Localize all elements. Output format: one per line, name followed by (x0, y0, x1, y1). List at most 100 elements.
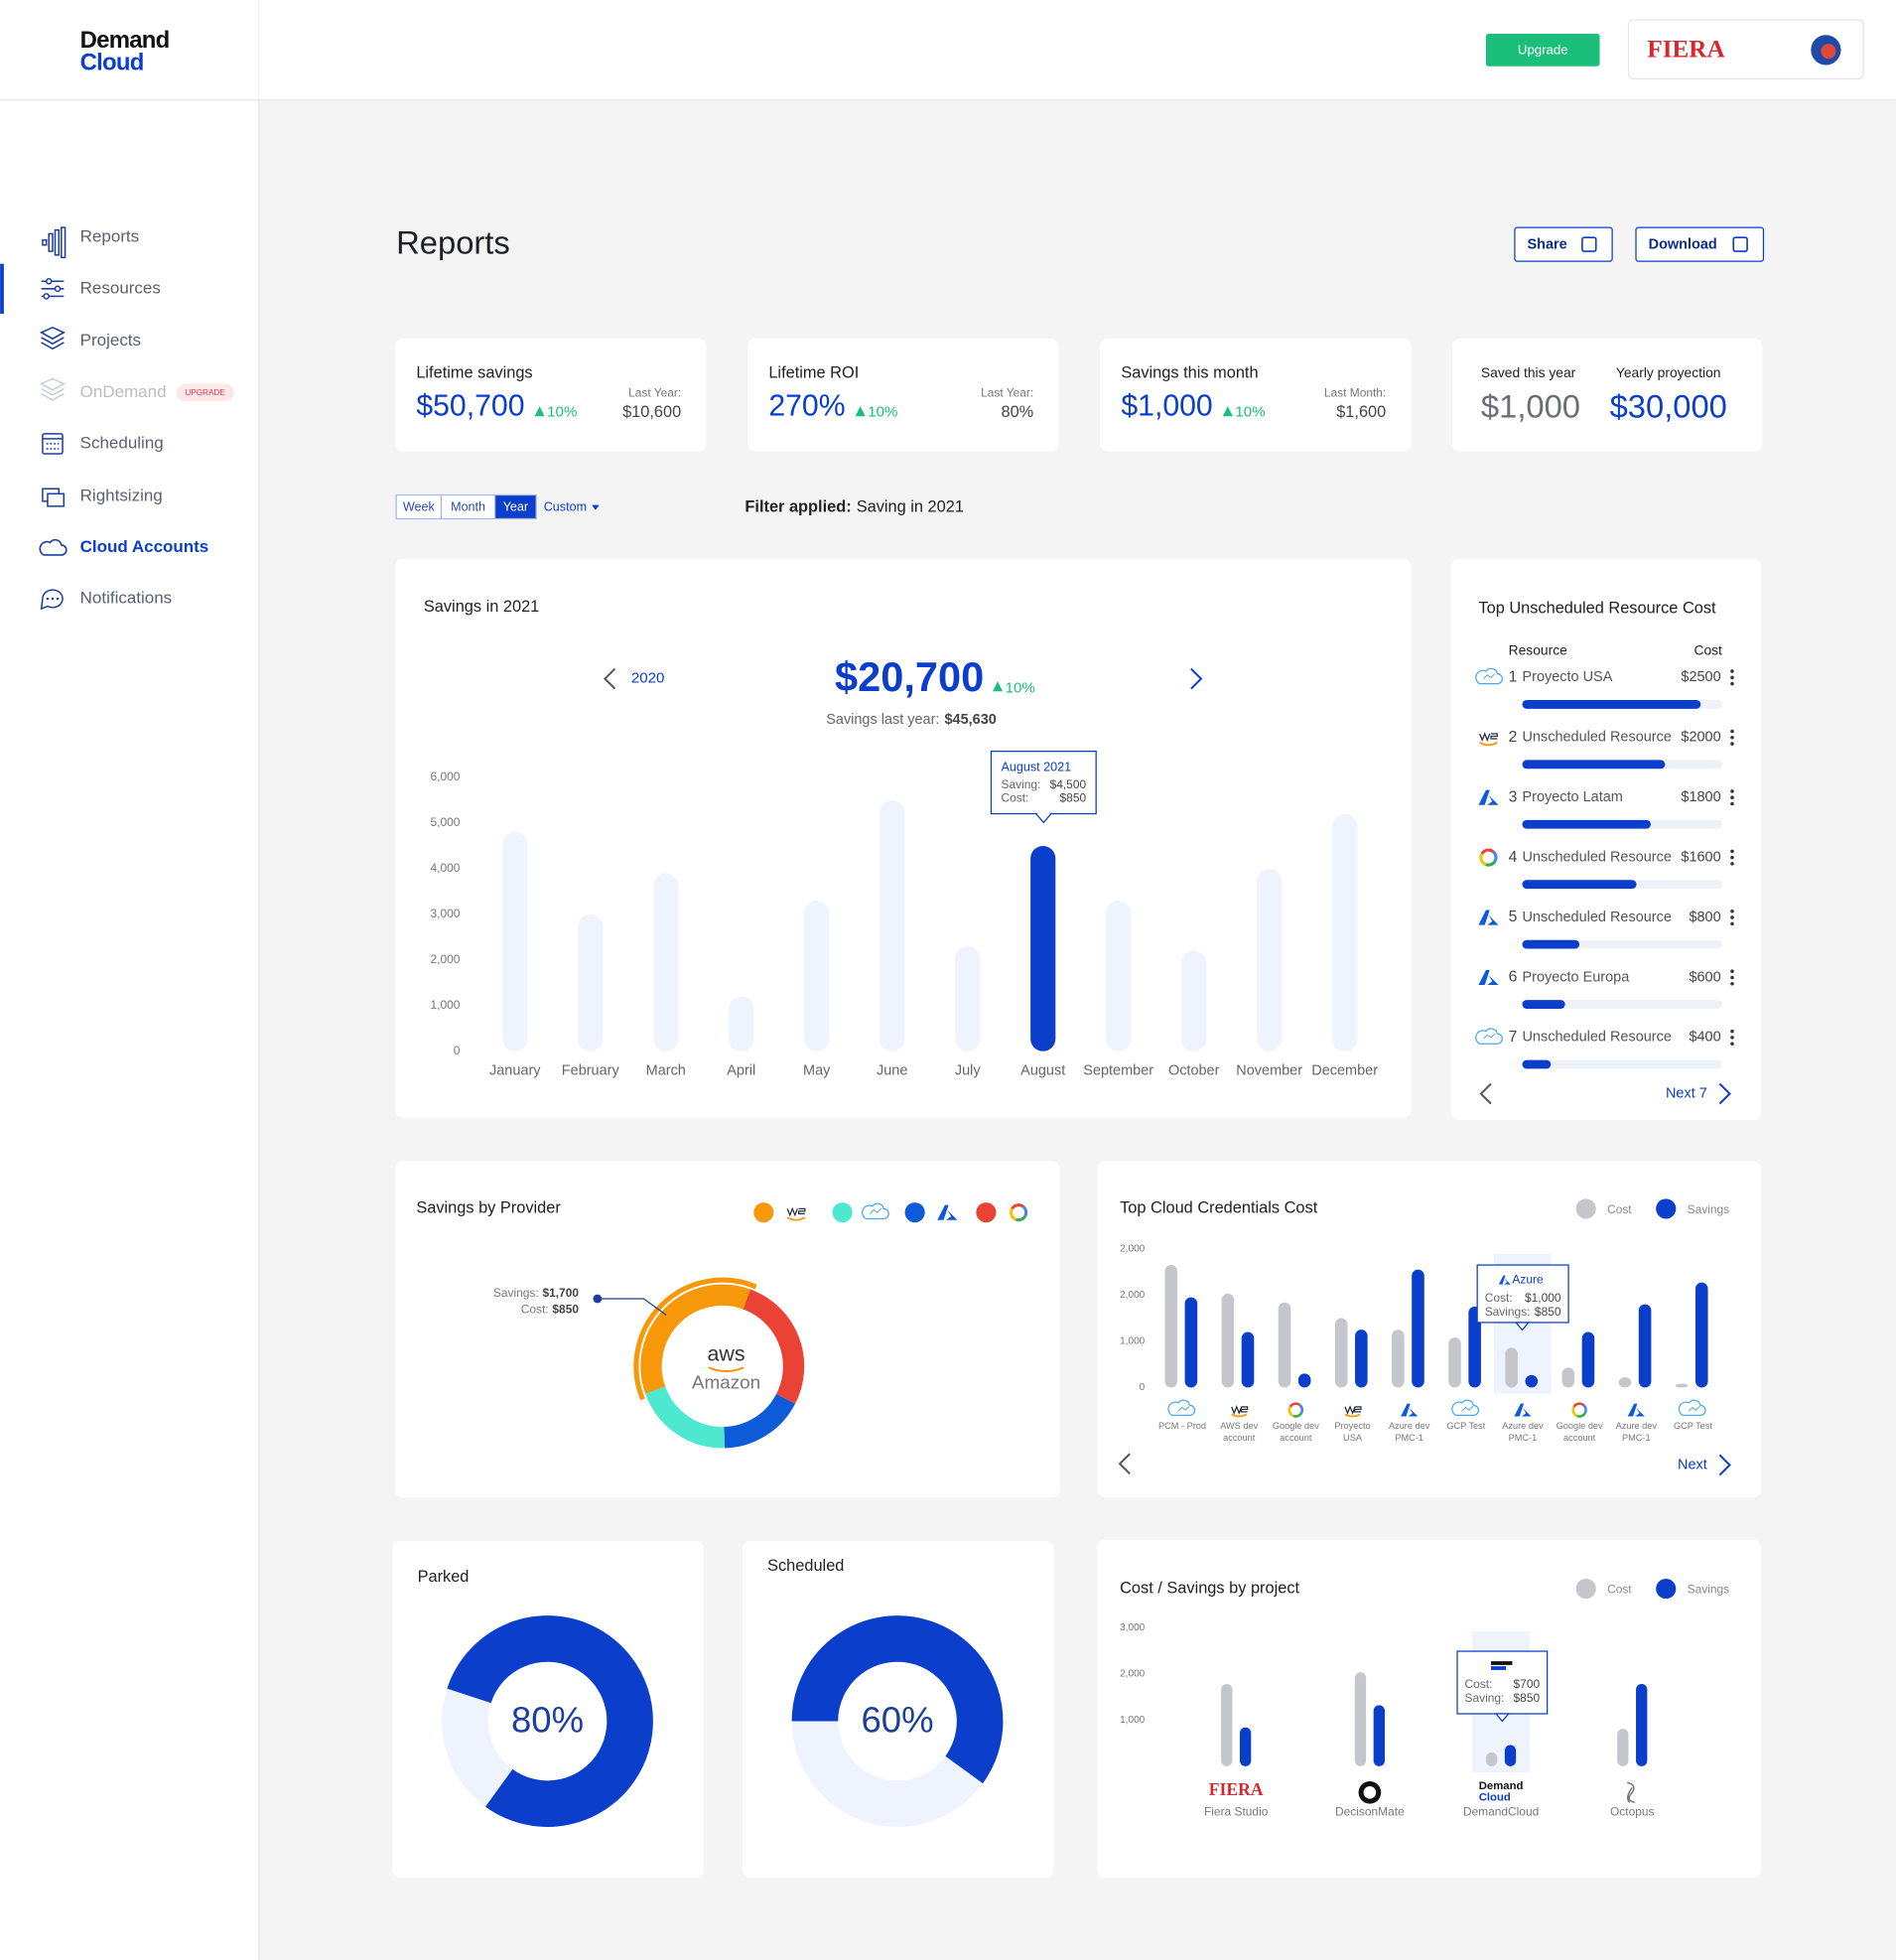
bar[interactable] (880, 800, 905, 1051)
bar[interactable] (1694, 1282, 1708, 1388)
menu-dot[interactable] (1730, 982, 1734, 986)
bar[interactable] (1373, 1705, 1385, 1766)
menu-dot[interactable] (1730, 795, 1734, 799)
bar[interactable] (1297, 1373, 1311, 1388)
nav-label[interactable]: Reports (80, 227, 139, 246)
menu-dot[interactable] (1730, 849, 1734, 854)
menu-dot[interactable] (1730, 669, 1734, 673)
bar[interactable] (1221, 1293, 1235, 1388)
nav-label[interactable]: OnDemand (80, 382, 167, 401)
prev-arrow[interactable] (1479, 1082, 1492, 1105)
bar[interactable] (1636, 1683, 1648, 1766)
nav-label[interactable]: Projects (80, 331, 141, 350)
menu-dot[interactable] (1730, 855, 1734, 860)
bar[interactable] (1581, 1331, 1595, 1388)
menu-dot[interactable] (1730, 862, 1734, 866)
bar[interactable] (1257, 868, 1283, 1051)
chart-title: Savings by Provider (416, 1199, 561, 1217)
menu-dot[interactable] (1730, 969, 1734, 973)
account-box[interactable] (1627, 19, 1864, 79)
upgrade-button[interactable] (1485, 33, 1600, 67)
menu-dot[interactable] (1730, 736, 1734, 740)
bar[interactable] (1485, 1751, 1498, 1766)
menu-dot[interactable] (1730, 975, 1734, 980)
bar[interactable] (729, 996, 754, 1051)
menu-dot[interactable] (1730, 915, 1734, 919)
bar[interactable] (1675, 1383, 1689, 1388)
bar[interactable] (1392, 1330, 1405, 1388)
bar[interactable] (955, 946, 981, 1051)
bar[interactable] (1638, 1304, 1652, 1388)
bar[interactable] (578, 913, 604, 1051)
next-arrow[interactable] (1718, 1082, 1731, 1105)
action-label[interactable]: Download (1649, 237, 1717, 253)
menu-dot[interactable] (1730, 681, 1734, 686)
menu-dot[interactable] (1730, 789, 1734, 793)
bar[interactable] (1184, 1297, 1198, 1388)
nav-label[interactable]: Notifications (80, 589, 173, 608)
nav-label[interactable]: Scheduling (80, 433, 164, 452)
menu-dot[interactable] (1730, 921, 1734, 926)
period-total: $20,700 (835, 653, 984, 700)
filter-custom[interactable]: Custom (544, 499, 587, 513)
menu-dot[interactable] (1730, 675, 1734, 680)
menu-dot[interactable] (1730, 909, 1734, 913)
google-icon (1582, 1404, 1587, 1414)
prev-arrow[interactable] (603, 667, 616, 690)
next-link[interactable]: Next 7 (1666, 1085, 1707, 1101)
nav-label[interactable]: Rightsizing (80, 486, 163, 504)
menu-dot[interactable] (1730, 801, 1734, 806)
bar[interactable] (1164, 1264, 1178, 1388)
bar[interactable] (804, 901, 830, 1051)
bar[interactable] (1618, 1377, 1632, 1388)
action-button[interactable] (1635, 226, 1765, 262)
last-year-value: $45,630 (944, 712, 996, 728)
prev-arrow[interactable] (1118, 1453, 1131, 1474)
bar[interactable] (1354, 1672, 1367, 1766)
menu-dot[interactable] (1730, 1036, 1734, 1040)
bar[interactable] (1355, 1330, 1368, 1388)
center-logo: aws (708, 1341, 745, 1365)
bar[interactable] (1504, 1745, 1517, 1766)
next-arrow[interactable] (1190, 667, 1203, 690)
filter-tab[interactable] (494, 493, 537, 520)
bar[interactable] (1617, 1729, 1629, 1766)
y-tick-label: 3,000 (1120, 1622, 1146, 1633)
nav-label[interactable]: Resources (80, 278, 161, 297)
action-button[interactable] (1514, 226, 1613, 262)
menu-dot[interactable] (1730, 729, 1734, 734)
filter-tab-label[interactable]: Year (503, 499, 528, 513)
bar[interactable] (1561, 1367, 1575, 1388)
bar[interactable] (1448, 1337, 1461, 1388)
filter-tab-label[interactable]: Week (403, 499, 436, 513)
bar[interactable] (1412, 1269, 1424, 1388)
upgrade-label[interactable]: Upgrade (1518, 42, 1568, 57)
bar[interactable] (1505, 1347, 1518, 1388)
menu-dot[interactable] (1730, 742, 1734, 746)
bar[interactable] (1278, 1302, 1291, 1388)
action-label[interactable]: Share (1528, 237, 1567, 253)
bar[interactable] (502, 832, 528, 1051)
bar[interactable] (1525, 1374, 1539, 1388)
bar[interactable] (1221, 1683, 1233, 1766)
filter-tab-label[interactable]: Month (451, 499, 485, 513)
bar[interactable] (1030, 845, 1056, 1051)
bar[interactable] (1241, 1331, 1255, 1388)
menu-dot[interactable] (1730, 1042, 1734, 1046)
bar[interactable] (1334, 1318, 1348, 1388)
bar[interactable] (653, 873, 679, 1051)
bar[interactable] (1181, 950, 1207, 1051)
period-change: 10% (1006, 680, 1035, 697)
bar[interactable] (1239, 1727, 1252, 1766)
bar[interactable] (1468, 1306, 1481, 1388)
tooltip (990, 750, 1097, 815)
account-logo: FIERA (1647, 36, 1724, 63)
next-link[interactable]: Next (1678, 1457, 1707, 1472)
previous-period[interactable]: 2020 (631, 670, 665, 687)
bar[interactable] (1106, 901, 1132, 1051)
bar[interactable] (1332, 813, 1358, 1051)
menu-dot[interactable] (1730, 1029, 1734, 1034)
next-arrow[interactable] (1718, 1454, 1731, 1476)
nav-label[interactable]: Cloud Accounts (80, 537, 209, 556)
bar (1522, 880, 1637, 890)
